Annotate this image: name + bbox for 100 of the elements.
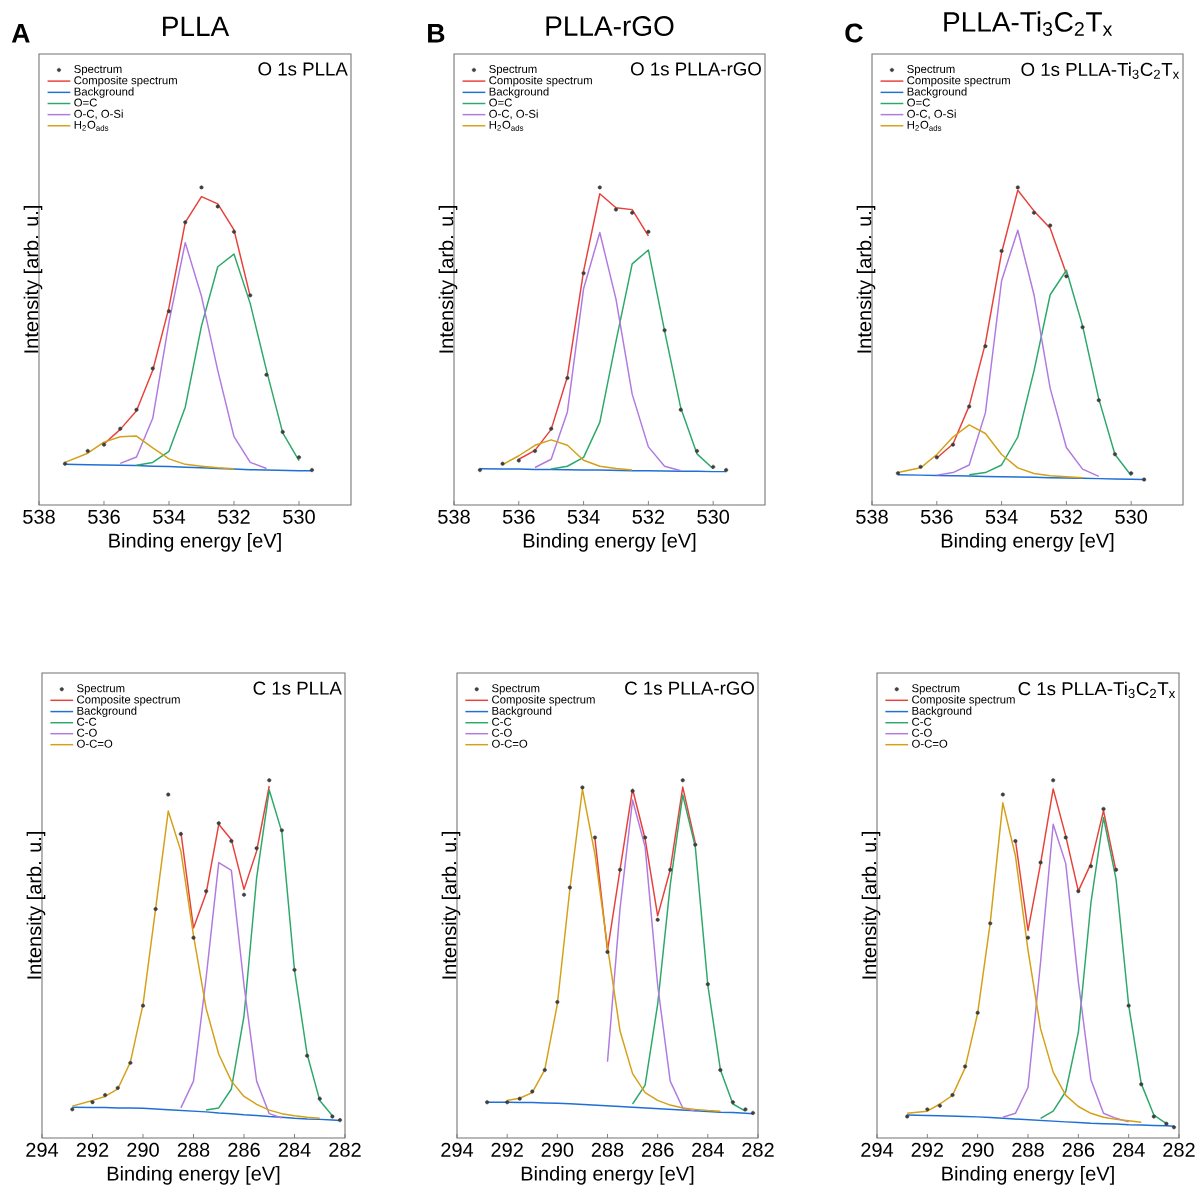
x-tick-label: 282: [742, 1142, 774, 1157]
legend-label: H$_{2}$O$_{ads}$: [907, 120, 942, 131]
point: [1026, 935, 1031, 940]
legend-label: O=C: [74, 98, 97, 107]
point: [215, 204, 220, 209]
x-tick-label: 538: [856, 509, 888, 524]
legend-label: Composite spectrum: [74, 75, 177, 87]
point: [63, 461, 67, 466]
y-axis-title: Intensity [arb. u.]: [856, 206, 876, 353]
point: [988, 921, 993, 926]
x-tick-label: 288: [177, 1142, 210, 1157]
legend-label: C-O: [77, 728, 97, 737]
point: [643, 835, 648, 840]
point: [549, 426, 554, 431]
legend-label: Background: [77, 706, 137, 718]
legend-label: O-C=O: [77, 739, 113, 748]
point: [1114, 867, 1119, 872]
point: [605, 949, 610, 954]
legend-label: Spectrum: [77, 684, 125, 695]
point: [178, 831, 183, 836]
point: [85, 448, 90, 453]
point: [1013, 839, 1018, 844]
point: [999, 248, 1004, 253]
x-axis-title: Binding energy [eV]: [523, 533, 696, 552]
point: [918, 464, 923, 469]
point: [70, 1107, 75, 1112]
chart-subtitle: O 1s PLLA-Ti$_{3}$C$_{2}$T$_{x}$: [1021, 62, 1180, 79]
point: [248, 293, 253, 298]
point: [730, 1100, 735, 1105]
point: [724, 468, 729, 473]
point: [150, 366, 155, 371]
point: [264, 372, 269, 377]
legend-label: Spectrum: [492, 684, 540, 695]
x-tick-label: 530: [697, 509, 730, 524]
x-tick-label: 538: [23, 509, 55, 524]
point: [103, 1093, 108, 1098]
point: [90, 1100, 95, 1105]
point: [565, 375, 570, 380]
x-axis-title: Binding energy [eV]: [109, 533, 281, 552]
point: [505, 1100, 510, 1105]
point: [905, 1114, 910, 1119]
point: [950, 442, 955, 447]
point: [618, 867, 623, 872]
point: [668, 867, 673, 872]
point: [1126, 1003, 1131, 1008]
x-tick-label: 286: [228, 1142, 260, 1157]
point: [1139, 1082, 1144, 1087]
text: B: [428, 24, 445, 43]
x-tick-label: 292: [911, 1142, 944, 1157]
point: [517, 1096, 522, 1101]
point: [580, 785, 585, 790]
y-axis-title: Intensity [arb. u.]: [26, 832, 46, 979]
legend-label: Spectrum: [489, 65, 537, 76]
legend-label: Composite spectrum: [492, 695, 595, 706]
point: [925, 1107, 930, 1112]
point: [191, 935, 196, 940]
point: [279, 828, 284, 833]
point: [305, 1053, 310, 1058]
legend-label: Composite spectrum: [907, 75, 1010, 87]
point: [1080, 325, 1085, 330]
point: [141, 1003, 145, 1008]
point: [655, 917, 660, 922]
x-tick-label: 534: [153, 509, 186, 524]
legend-label: H$_{2}$O$_{ads}$: [74, 120, 109, 131]
point: [630, 789, 635, 794]
x-tick-label: 284: [278, 1142, 311, 1157]
legend-label: Spectrum: [74, 65, 122, 76]
legend-label: O-C, O-Si: [907, 109, 956, 120]
point: [1031, 210, 1036, 215]
chart-subtitle: C 1s PLLA-rGO: [625, 681, 754, 695]
x-tick-label: 284: [1112, 1142, 1145, 1157]
point: [115, 1085, 120, 1090]
chart-subtitle: C 1s PLLA-Ti$_{3}$C$_{2}$T$_{x}$: [1018, 681, 1176, 699]
point: [216, 821, 221, 826]
y-axis-title: Intensity [arb. u.]: [438, 206, 458, 353]
legend-label: Composite spectrum: [912, 695, 1015, 706]
point: [680, 778, 685, 783]
point: [229, 839, 234, 844]
legend-label: O=C: [489, 98, 512, 107]
point: [1112, 452, 1117, 457]
x-tick-label: 292: [76, 1142, 109, 1157]
x-axis-title: Binding energy [eV]: [521, 1166, 694, 1185]
point: [567, 885, 572, 890]
point: [1171, 1125, 1176, 1130]
point: [292, 967, 297, 972]
point: [102, 442, 106, 447]
x-tick-label: 532: [632, 509, 665, 524]
x-tick-label: 290: [961, 1142, 994, 1157]
point: [231, 229, 236, 234]
x-axis-title: Binding energy [eV]: [942, 1166, 1114, 1185]
point: [500, 461, 505, 466]
point: [1164, 1121, 1169, 1126]
x-tick-label: 282: [1163, 1142, 1195, 1157]
x-tick-label: 284: [692, 1142, 724, 1157]
point: [254, 846, 259, 851]
point: [937, 1103, 942, 1108]
x-tick-label: 538: [438, 509, 470, 524]
x-tick-label: 530: [283, 509, 315, 524]
point: [613, 207, 618, 212]
chart-title: PLLA: [163, 16, 230, 36]
